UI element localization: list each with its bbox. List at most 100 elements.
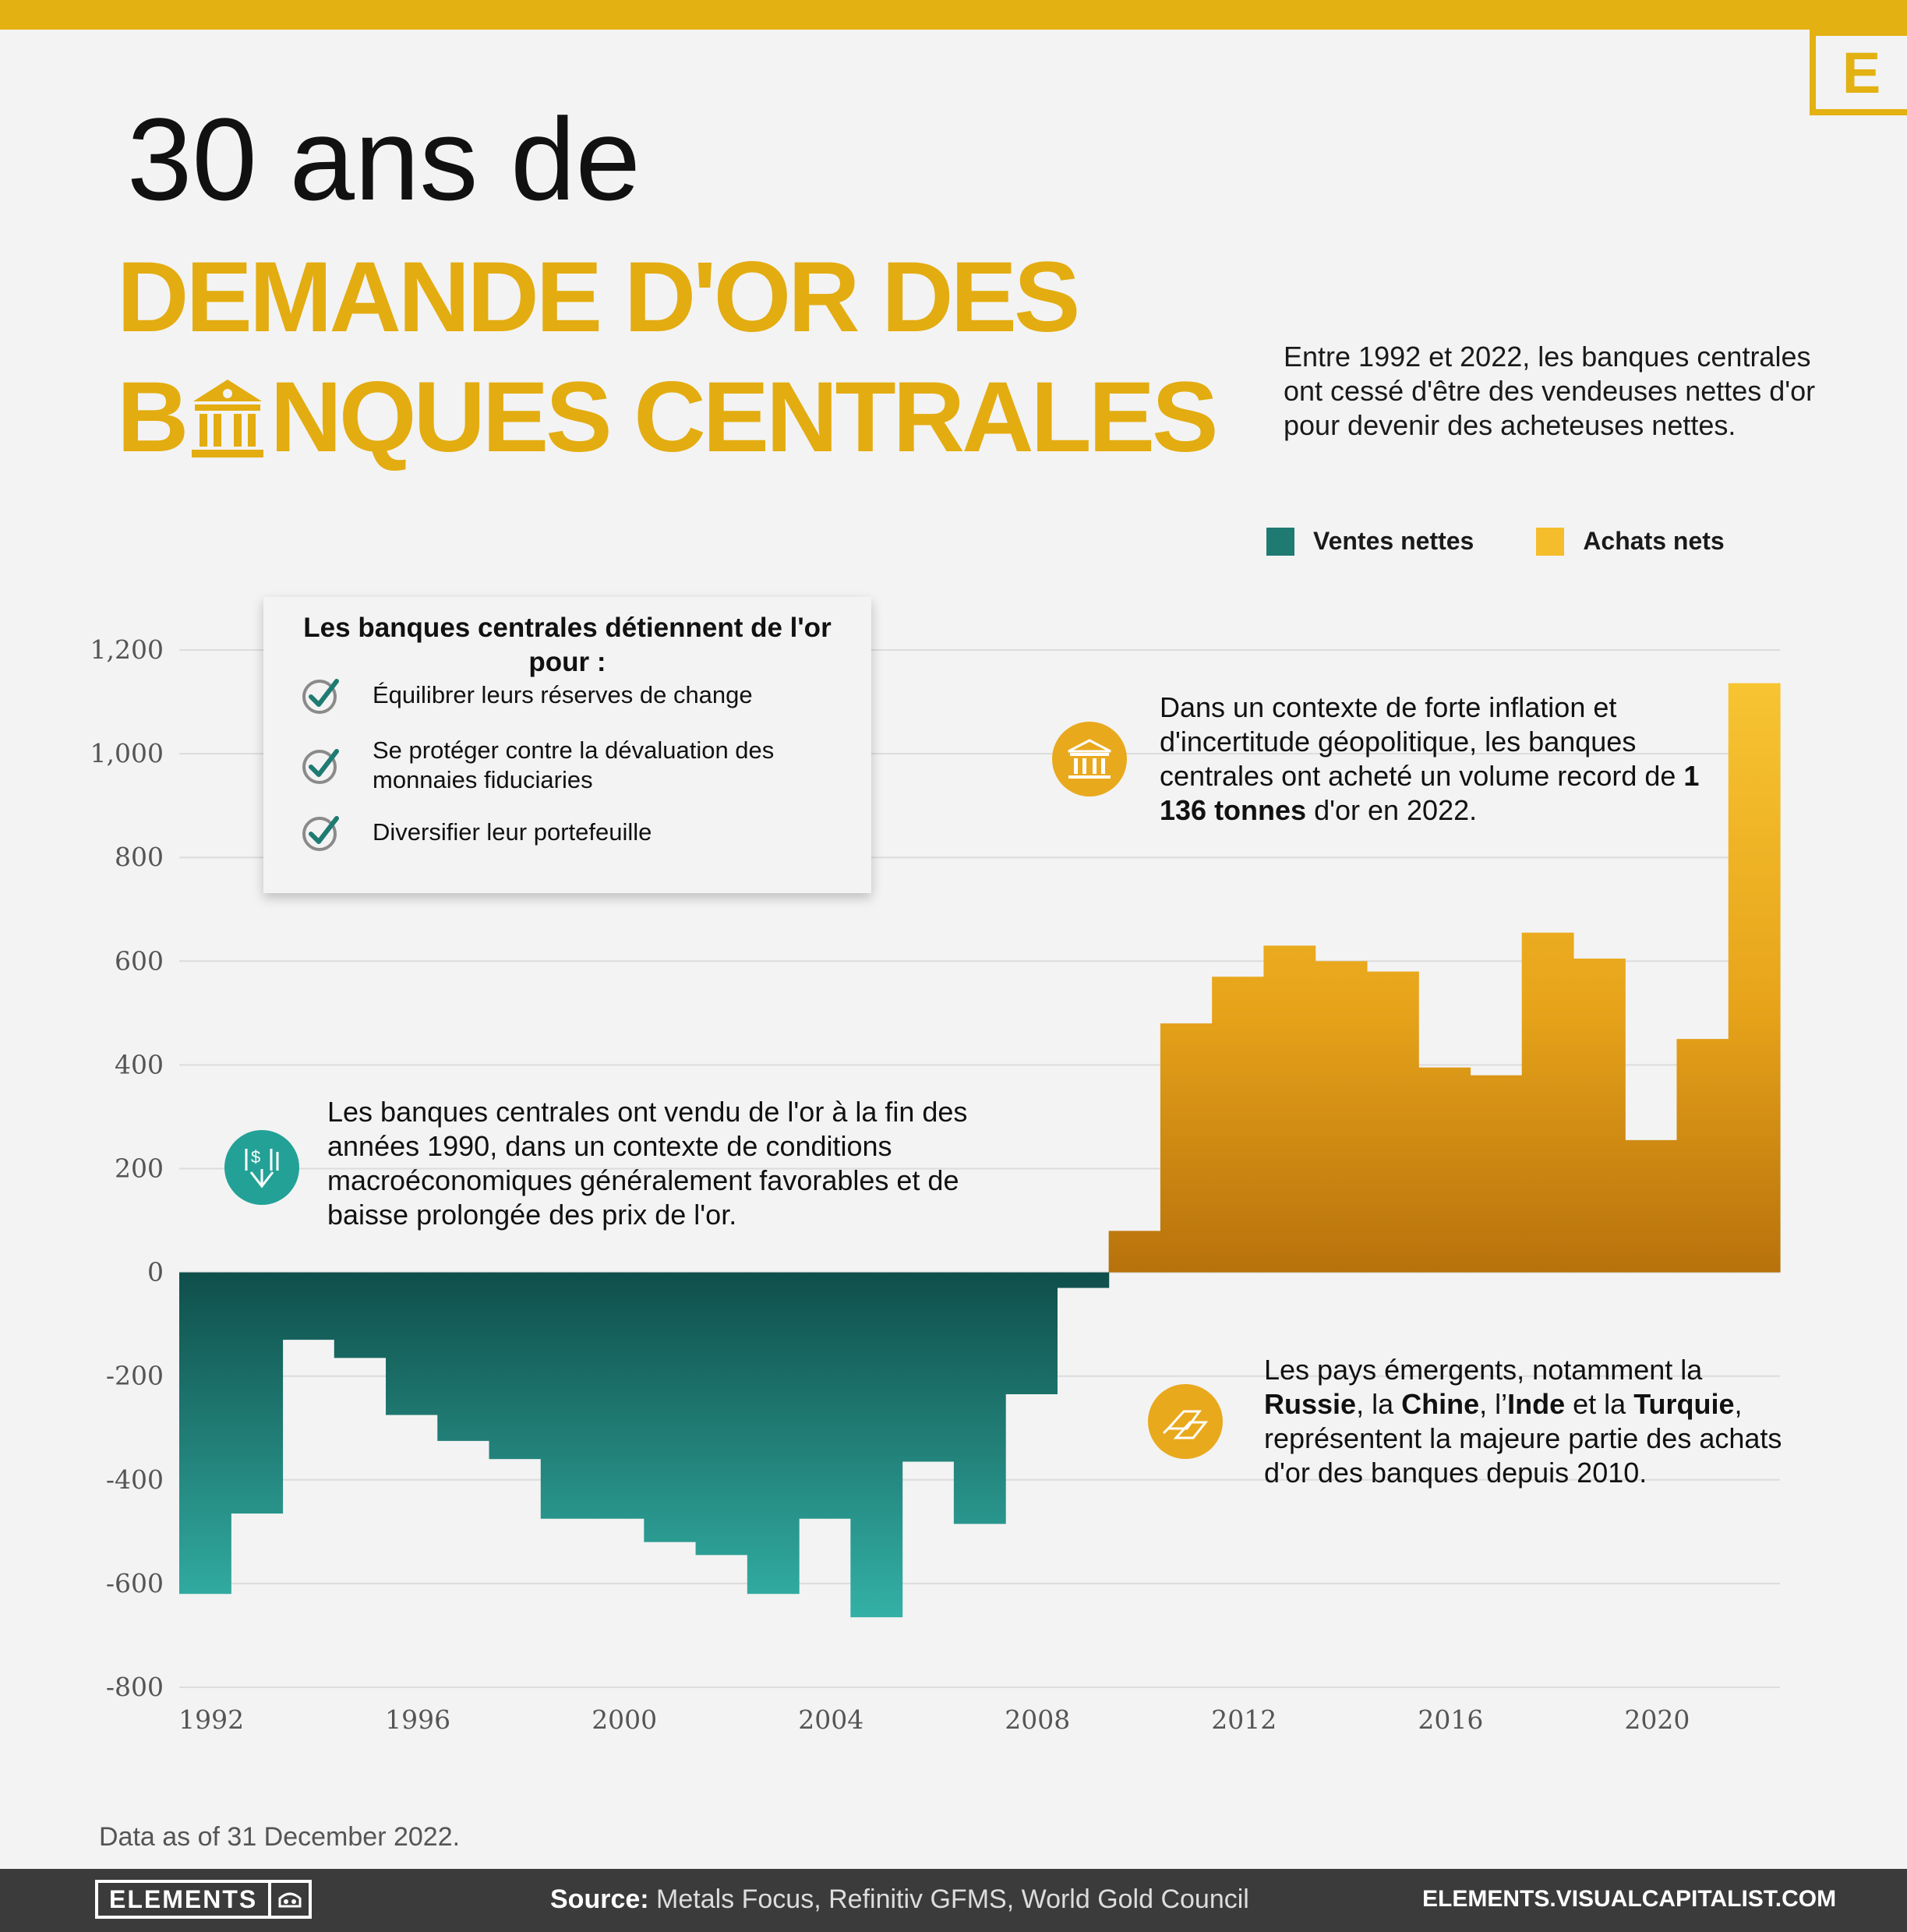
bar-net-purchases-2021 <box>1676 1039 1729 1273</box>
legend-label-purchases: Achats nets <box>1583 527 1725 555</box>
title-line-3-start: B <box>117 362 189 473</box>
elements-logo: E <box>1810 30 1907 115</box>
bar-net-sales-2007 <box>953 1272 1006 1524</box>
bar-net-sales-1998 <box>489 1272 542 1460</box>
x-tick-label: 2000 <box>592 1704 657 1735</box>
record-note-text: Dans un contexte de forte inflation et d… <box>1160 691 1684 792</box>
x-tick-label: 2012 <box>1211 1704 1277 1735</box>
country-china: Chine <box>1401 1388 1480 1420</box>
y-tick-label: 400 <box>115 1049 164 1079</box>
footer-brand-label: ELEMENTS <box>109 1884 258 1913</box>
bar-net-purchases-2012 <box>1212 977 1265 1273</box>
y-tick-label: 800 <box>115 842 164 872</box>
gold-demand-chart: 1,2001,0008006004002000-200-400-600-800 … <box>90 634 1781 1735</box>
country-russia: Russie <box>1264 1388 1357 1420</box>
title-line-3-end: NQUES CENTRALES <box>270 362 1218 473</box>
x-tick-label: 2008 <box>1005 1704 1070 1735</box>
bar-net-sales-2005 <box>850 1272 903 1618</box>
y-tick-label: 0 <box>147 1257 164 1287</box>
bar-net-sales-2008 <box>1005 1272 1058 1394</box>
legend-swatch-purchases <box>1536 527 1565 556</box>
legend-swatch-sales <box>1266 527 1294 556</box>
emerging-text-3: , l’ <box>1479 1388 1508 1420</box>
emerging-note: Les pays émergents, notamment la Russie,… <box>1264 1353 1810 1490</box>
legend-item-purchases: Achats nets <box>1536 527 1725 556</box>
bar-net-purchases-2018 <box>1521 932 1574 1273</box>
bar-net-sales-1993 <box>231 1272 284 1514</box>
y-tick-label: -600 <box>106 1568 164 1598</box>
record-note-end: d'or en 2022. <box>1306 794 1478 826</box>
country-india: Inde <box>1507 1388 1566 1420</box>
bar-net-sales-1999 <box>540 1272 593 1519</box>
intro-text: Entre 1992 et 2022, les banques centrale… <box>1284 341 1816 441</box>
y-tick-label: -400 <box>106 1464 164 1495</box>
footer-brand-icon <box>268 1883 309 1916</box>
bar-net-purchases-2013 <box>1263 945 1316 1273</box>
y-tick-label: 1,200 <box>90 634 164 665</box>
bar-net-sales-2006 <box>902 1272 955 1462</box>
bar-net-purchases-2017 <box>1470 1075 1523 1273</box>
x-tick-label: 1992 <box>178 1704 244 1735</box>
country-turkey: Turquie <box>1633 1388 1735 1420</box>
bank-building-icon <box>192 380 264 457</box>
svg-text:$: $ <box>251 1147 260 1167</box>
title-line-3: B NQUES CENTRALES <box>117 362 1218 473</box>
bar-net-purchases-2022 <box>1728 683 1781 1273</box>
y-tick-label: -200 <box>106 1361 164 1391</box>
bar-net-sales-2000 <box>592 1272 644 1519</box>
x-tick-label: 1996 <box>385 1704 450 1735</box>
chart-bars <box>179 683 1781 1618</box>
reasons-heading: Les banques centrales détiennent de l'or… <box>303 613 832 677</box>
emerging-text-5: , représentent la majeure partie des ach… <box>1264 1388 1782 1489</box>
reason-label: Se protéger contre la dévaluation des mo… <box>373 736 775 793</box>
bar-net-sales-2004 <box>799 1272 851 1519</box>
x-tick-label: 2016 <box>1418 1704 1483 1735</box>
bar-net-sales-2009 <box>1057 1272 1110 1288</box>
title-line-1: 30 ans de <box>127 94 641 224</box>
legend-label-sales: Ventes nettes <box>1313 527 1474 555</box>
check-icon <box>302 816 339 851</box>
bar-net-sales-1997 <box>437 1272 490 1441</box>
bar-net-sales-2001 <box>644 1272 697 1542</box>
data-date-footnote: Data as of 31 December 2022. <box>99 1822 461 1852</box>
footer-brand[interactable]: ELEMENTS <box>95 1880 313 1919</box>
y-axis-labels: 1,200 1,000 800 600 400 200 0 -200 -400 -600 -800 <box>90 634 164 1702</box>
top-accent-bar <box>0 0 1907 30</box>
record-note-highlight: 1 136 tonnes <box>1160 760 1700 826</box>
y-tick-label: 1,000 <box>90 738 164 768</box>
nineties-note: Les banques centrales ont vendu de l'or … <box>327 1096 968 1231</box>
x-axis-labels: 1992 1996 2000 2004 2008 2012 2016 2020 <box>178 1704 1690 1735</box>
title-line-2: DEMANDE D'OR DES <box>117 242 1080 353</box>
bank-icon <box>1052 722 1127 796</box>
x-tick-label: 2004 <box>798 1704 863 1735</box>
bar-net-purchases-2010 <box>1108 1231 1161 1273</box>
emerging-text-2: , la <box>1356 1388 1402 1420</box>
record-note: Dans un contexte de forte inflation et d… <box>1160 691 1705 828</box>
bar-net-purchases-2019 <box>1573 958 1626 1273</box>
bar-net-sales-1996 <box>386 1272 438 1415</box>
reason-item: Diversifier leur portefeuille <box>301 812 652 853</box>
chart-legend: Ventes nettes Achats nets <box>1266 527 1787 556</box>
reason-label: Diversifier leur portefeuille <box>373 818 652 846</box>
bar-net-sales-1992 <box>179 1272 231 1595</box>
emerging-text-1: Les pays émergents, notamment la <box>1264 1354 1703 1386</box>
bar-net-purchases-2020 <box>1625 1139 1678 1273</box>
gold-bars-icon <box>1148 1384 1223 1459</box>
x-tick-label: 2020 <box>1624 1704 1690 1735</box>
check-icon <box>302 679 339 714</box>
bar-net-purchases-2014 <box>1315 961 1368 1273</box>
check-icon <box>302 749 339 784</box>
reason-item: Se protéger contre la dévaluation des mo… <box>301 736 784 795</box>
y-tick-label: -800 <box>106 1672 164 1702</box>
bar-net-sales-2003 <box>747 1272 800 1595</box>
emerging-text-4: et la <box>1565 1388 1634 1420</box>
footer-website-link[interactable]: ELEMENTS.VISUALCAPITALIST.COM <box>1422 1886 1837 1912</box>
footer-source-text: Metals Focus, Refinitiv GFMS, World Gold… <box>648 1884 1249 1914</box>
y-tick-label: 600 <box>115 945 164 976</box>
falling-dollar-icon: $ <box>224 1130 299 1205</box>
bar-net-purchases-2011 <box>1160 1023 1213 1273</box>
legend-item-sales: Ventes nettes <box>1266 527 1474 556</box>
reasons-callout: Les banques centrales détiennent de l'or… <box>263 597 871 893</box>
bar-net-sales-1994 <box>282 1272 335 1340</box>
bar-net-sales-2002 <box>695 1272 748 1556</box>
